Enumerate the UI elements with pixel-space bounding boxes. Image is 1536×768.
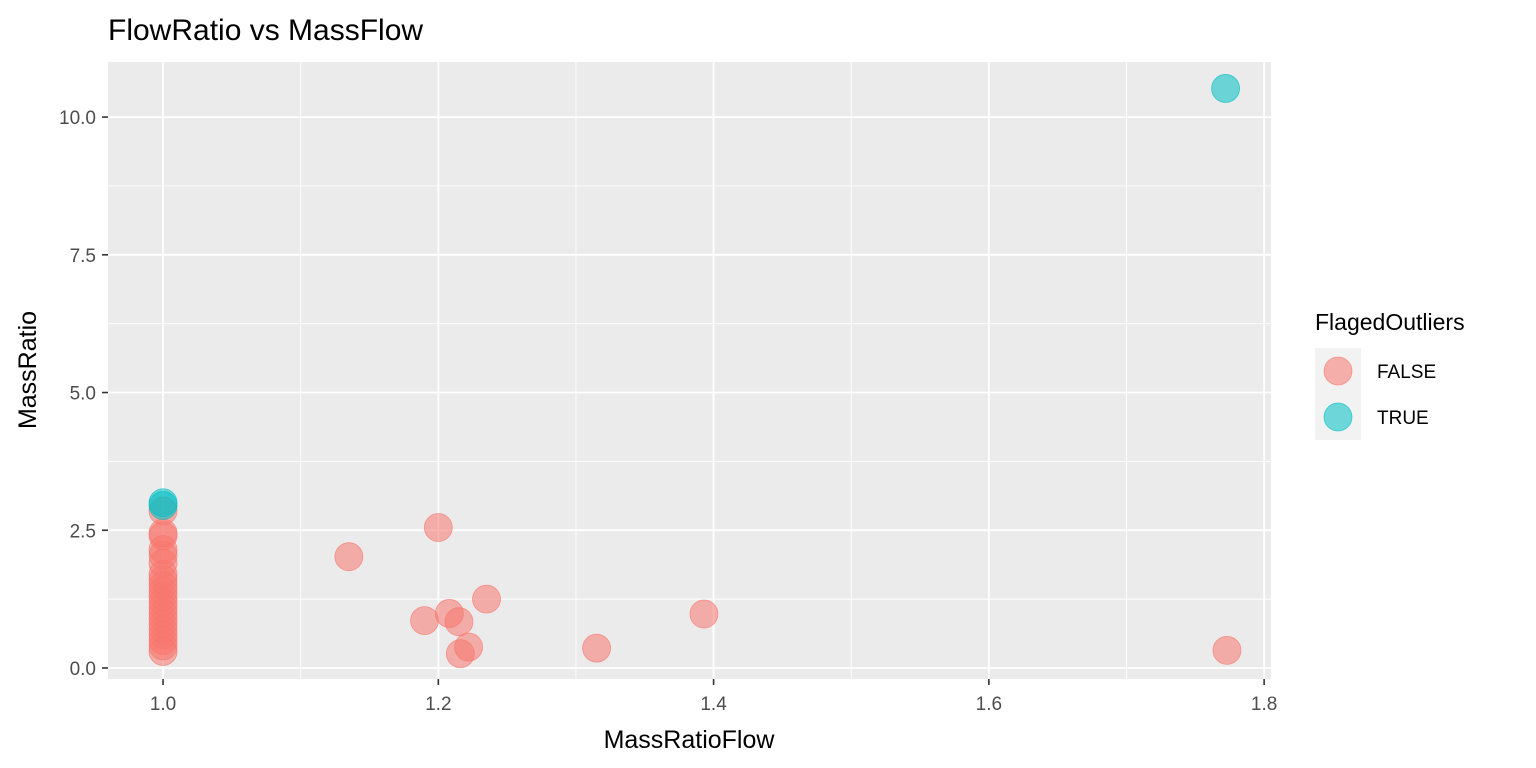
data-point-false [444, 607, 474, 637]
y-tick-label: 2.5 [70, 521, 96, 542]
data-point-false [410, 606, 439, 636]
data-points [148, 74, 1242, 669]
major-gridlines [108, 62, 1271, 679]
x-tick-label: 1.2 [425, 694, 451, 715]
x-tick-label: 1.4 [700, 694, 727, 715]
plot-panel [108, 62, 1271, 679]
legend-key-true [1323, 402, 1353, 432]
chart-title: FlowRatio vs MassFlow [108, 14, 423, 47]
legend: FlagedOutliers FALSE TRUE [1315, 309, 1465, 440]
data-point-false [423, 513, 453, 542]
legend-key-false [1323, 356, 1353, 386]
y-tick-label: 0.0 [70, 659, 96, 680]
legend-label-true: TRUE [1377, 408, 1429, 429]
x-tick-label: 1.8 [1251, 694, 1277, 715]
x-tick-label: 1.6 [976, 694, 1002, 715]
data-point-false [689, 599, 719, 629]
minor-gridlines [108, 62, 1271, 679]
legend-label-false: FALSE [1377, 362, 1436, 383]
y-axis: 0.0 2.5 5.0 7.5 10.0 [59, 108, 108, 680]
data-point-false [445, 639, 475, 669]
data-point-false [472, 584, 501, 614]
legend-title: FlagedOutliers [1315, 309, 1465, 335]
x-axis-title: MassRatioFlow [604, 726, 776, 754]
y-tick-label: 7.5 [70, 246, 96, 267]
data-point-false [582, 633, 611, 663]
data-point-false [1212, 635, 1242, 665]
x-tick-label: 1.0 [150, 694, 176, 715]
data-point-true [148, 488, 178, 518]
data-point-true [1211, 74, 1240, 103]
data-point-false [334, 542, 364, 572]
y-tick-label: 10.0 [59, 108, 96, 129]
y-tick-label: 5.0 [70, 384, 96, 405]
x-axis: 1.0 1.2 1.4 1.6 1.8 [150, 679, 1277, 715]
y-axis-title: MassRatio [14, 311, 42, 429]
